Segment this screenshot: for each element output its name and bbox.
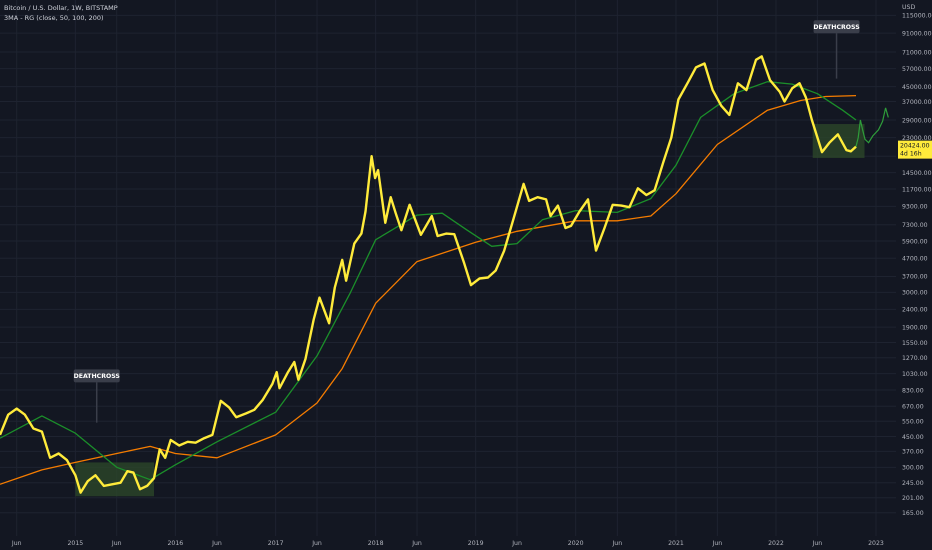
ma-100-line xyxy=(0,81,857,481)
annotations: DEATHCROSS DEATHCROSS xyxy=(73,20,860,423)
y-tick-label: 1270.00 xyxy=(902,355,928,362)
x-tick-label: Jun xyxy=(411,540,422,547)
y-tick-label: 29000.00 xyxy=(902,117,932,124)
y-tick-label: 1900.00 xyxy=(902,324,928,331)
y-tick-label: 3000.00 xyxy=(902,290,928,297)
x-tick-label: Jun xyxy=(111,540,122,547)
y-tick-label: 23000.00 xyxy=(902,135,932,142)
x-tick-label: Jun xyxy=(11,540,22,547)
y-tick-label: 450.00 xyxy=(902,434,924,441)
deathcross-zone xyxy=(75,462,154,497)
last-price-badge xyxy=(898,140,932,159)
last-price-value: 20424.00 xyxy=(900,143,930,150)
y-tick-label: 830.00 xyxy=(902,387,924,394)
y-tick-label: 37000.00 xyxy=(902,99,932,106)
symbol-title[interactable]: Bitcoin / U.S. Dollar, 1W, BITSTAMP xyxy=(4,4,118,12)
deathcross-zone xyxy=(812,124,865,158)
y-tick-label: 2400.00 xyxy=(902,307,928,314)
deathcross-label: DEATHCROSS xyxy=(813,24,859,31)
y-tick-label: 300.00 xyxy=(902,465,924,472)
x-tick-label: 2021 xyxy=(668,540,684,547)
callout-box xyxy=(813,20,860,34)
x-tick-label: 2018 xyxy=(368,540,384,547)
x-tick-label: 2023 xyxy=(868,540,884,547)
y-tick-label: 245.00 xyxy=(902,480,924,487)
y-tick-label: 1030.00 xyxy=(902,371,928,378)
y-tick-label: 370.00 xyxy=(902,449,924,456)
y-tick-label: 57000.00 xyxy=(902,66,932,73)
callout-box xyxy=(73,369,120,383)
y-tick-label: 71000.00 xyxy=(902,49,932,56)
y-tick-label: 201.00 xyxy=(902,495,924,502)
y-tick-label: 3700.00 xyxy=(902,274,928,281)
chart-legend: Bitcoin / U.S. Dollar, 1W, BITSTAMP 3MA … xyxy=(4,3,118,23)
deathcross-label: DEATHCROSS xyxy=(74,373,120,380)
y-tick-label: 11700.00 xyxy=(902,186,932,193)
y-tick-label: 14500.00 xyxy=(902,170,932,177)
bar-countdown: 4d 16h xyxy=(900,151,922,158)
y-tick-label: 7300.00 xyxy=(902,222,928,229)
x-tick-label: Jun xyxy=(511,540,522,547)
y-tick-label: 4700.00 xyxy=(902,256,928,263)
y-tick-label: 670.00 xyxy=(902,404,924,411)
x-tick-label: Jun xyxy=(712,540,723,547)
time-axis[interactable]: Jun 2015 Jun 2016 Jun 2017 Jun 2018 Jun 2019 Jun 20… xyxy=(11,540,884,547)
y-tick-label: 5900.00 xyxy=(902,238,928,245)
x-tick-label: 2022 xyxy=(768,540,784,547)
x-tick-label: 2020 xyxy=(568,540,584,547)
x-tick-label: Jun xyxy=(611,540,622,547)
x-tick-label: Jun xyxy=(311,540,322,547)
y-tick-label: 45000.00 xyxy=(902,84,932,91)
y-tick-label: 91000.00 xyxy=(902,30,932,37)
x-tick-label: Jun xyxy=(812,540,823,547)
price-line xyxy=(0,55,857,494)
x-tick-label: 2019 xyxy=(468,540,484,547)
ma-200-line xyxy=(0,94,857,485)
x-tick-label: 2017 xyxy=(268,540,284,547)
x-tick-label: 2015 xyxy=(67,540,83,547)
y-tick-label: 9300.00 xyxy=(902,204,928,211)
projection-line xyxy=(855,107,889,147)
series-lines xyxy=(0,55,889,494)
y-tick-label: 115000.00 xyxy=(902,13,932,20)
deathcross-zones xyxy=(75,124,865,497)
y-tick-label: 1550.00 xyxy=(902,340,928,347)
x-tick-label: 2016 xyxy=(167,540,183,547)
x-tick-label: Jun xyxy=(211,540,222,547)
price-axis[interactable]: 165.00 201.00 245.00 300.00 370.00 450.00 550.… xyxy=(902,4,932,517)
y-tick-label: 550.00 xyxy=(902,419,924,426)
indicator-title[interactable]: 3MA - RG (close, 50, 100, 200) xyxy=(4,14,104,22)
y-axis-label: USD xyxy=(902,4,915,11)
y-tick-label: 165.00 xyxy=(902,510,924,517)
